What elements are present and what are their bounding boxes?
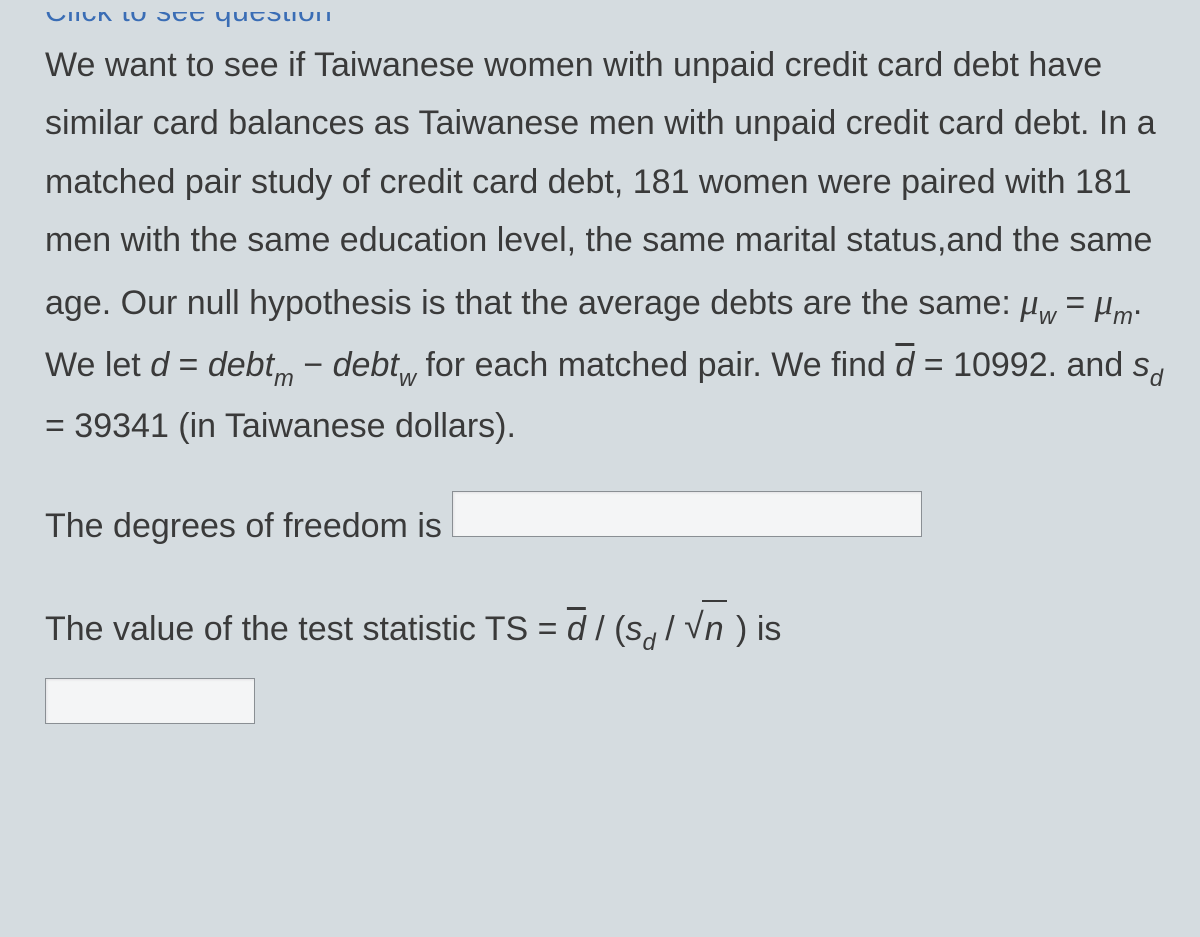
sub-w: w [1039, 303, 1056, 330]
eq3: = 10992. and [914, 346, 1132, 384]
d-bar-1: d [895, 346, 914, 384]
d-var: d [150, 346, 169, 384]
eq1: = [1056, 284, 1095, 322]
q2-close: ) is [727, 610, 782, 648]
q2-slash1: / ( [586, 610, 626, 648]
debt1: debt [208, 346, 274, 384]
q2-slash2: / [656, 610, 684, 648]
eq4: = 39341 (in Taiwanese dollars). [45, 407, 516, 445]
para-text-2: We let [45, 346, 150, 384]
q2-text: The value of the test statistic TS = d /… [45, 598, 1170, 660]
sqrt-n: n [702, 600, 727, 656]
para-text-3: for each matched pair. We find [416, 346, 895, 384]
eq2: = [169, 346, 208, 384]
problem-paragraph: We want to see if Taiwanese women with u… [45, 36, 1170, 456]
minus: − [294, 346, 333, 384]
question-2-block: The value of the test statistic TS = d /… [45, 598, 1170, 726]
sub-m: m [1113, 303, 1133, 330]
debt2: debt [333, 346, 399, 384]
question-1-row: The degrees of freedom is [45, 491, 1170, 553]
mu-w: μ [1020, 281, 1038, 322]
partial-header-link[interactable]: Click to see question [45, 12, 1170, 28]
n-var: n [705, 610, 724, 648]
degrees-of-freedom-input[interactable] [452, 491, 922, 537]
sub-m2: m [274, 365, 294, 392]
sub-d-2: d [643, 629, 656, 656]
para-text-1: We want to see if Taiwanese women with u… [45, 46, 1156, 322]
sub-w2: w [399, 365, 416, 392]
d-bar-2: d [567, 610, 586, 648]
q1-label: The degrees of freedom is [45, 499, 442, 553]
period1: . [1133, 284, 1142, 322]
q2-pre: The value of the test statistic TS = [45, 610, 567, 648]
s-d-1: s [1133, 346, 1150, 384]
s-d-2: s [626, 610, 643, 648]
sub-d-1: d [1150, 365, 1163, 392]
test-statistic-input[interactable] [45, 678, 255, 724]
mu-m: μ [1095, 281, 1113, 322]
